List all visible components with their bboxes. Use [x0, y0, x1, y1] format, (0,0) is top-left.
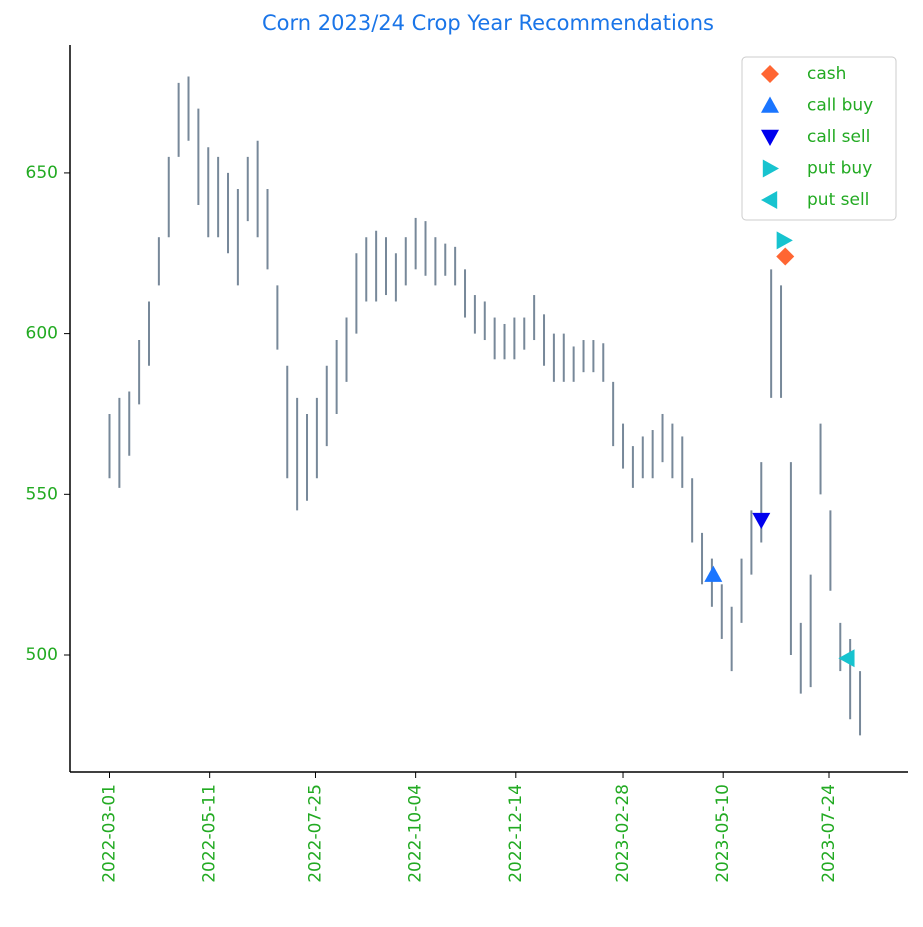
legend-label: call buy [807, 96, 873, 116]
x-tick-label: 2022-07-25 [305, 784, 325, 883]
y-tick-label: 550 [26, 484, 58, 504]
legend-marker [762, 159, 779, 178]
x-tick-label: 2023-02-28 [613, 784, 633, 883]
y-tick-label: 600 [26, 324, 58, 344]
x-tick-label: 2022-03-01 [100, 784, 120, 883]
x-tick-label: 2022-10-04 [406, 784, 426, 883]
legend-marker [761, 129, 779, 146]
legend-label: call sell [807, 127, 870, 147]
x-tick-label: 2022-05-11 [200, 784, 220, 883]
legend-label: put buy [807, 159, 872, 179]
legend-label: cash [807, 64, 846, 84]
signal-marker [776, 231, 793, 250]
legend-marker [761, 65, 779, 83]
legend: cash call buy call sell put buy put sell [741, 56, 897, 221]
x-tick-label: 2022-12-14 [506, 784, 526, 883]
legend-marker [761, 191, 778, 209]
signal-marker [752, 512, 771, 530]
signal-marker [704, 565, 723, 582]
y-tick-label: 500 [26, 645, 58, 665]
y-tick-label: 650 [26, 163, 58, 183]
x-tick-label: 2023-05-10 [713, 784, 733, 883]
x-tick-label: 2023-07-24 [819, 784, 839, 883]
legend-marker [761, 96, 779, 113]
signal-marker [838, 649, 855, 668]
legend-box [741, 56, 897, 221]
signal-marker [776, 247, 795, 266]
legend-label: put sell [807, 190, 869, 210]
chart-title: Corn 2023/24 Crop Year Recommendations [262, 11, 714, 35]
